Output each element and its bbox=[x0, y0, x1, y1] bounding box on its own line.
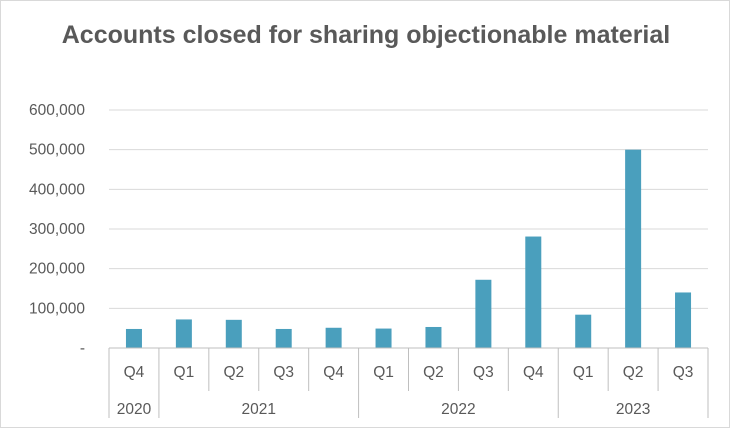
bar bbox=[675, 292, 692, 348]
bar bbox=[125, 328, 142, 348]
x-tick-label: Q2 bbox=[423, 364, 444, 381]
y-tick-label: 200,000 bbox=[29, 261, 85, 278]
x-tick-labels: Q4 Q1 Q2 Q3 Q4 Q1 Q2 Q3 Q4 Q1 Q2 Q3 2020 2021 2022 2023 bbox=[117, 364, 694, 418]
bar bbox=[375, 328, 392, 348]
y-tick-label: 100,000 bbox=[29, 300, 85, 317]
y-tick-label: 400,000 bbox=[29, 181, 85, 198]
x-tick-label: Q1 bbox=[174, 364, 195, 381]
x-tick-label: Q3 bbox=[273, 364, 294, 381]
gridlines bbox=[109, 109, 708, 309]
x-tick-label: Q1 bbox=[373, 364, 394, 381]
x-tick-label: Q1 bbox=[573, 364, 594, 381]
bar bbox=[225, 319, 242, 348]
bars bbox=[125, 149, 692, 348]
x-tick-label: Q4 bbox=[323, 364, 344, 381]
bar bbox=[575, 314, 592, 348]
x-tick-label: Q3 bbox=[673, 364, 694, 381]
year-label: 2021 bbox=[242, 401, 276, 418]
x-tick-label: Q2 bbox=[223, 364, 244, 381]
y-tick-label: 300,000 bbox=[29, 221, 85, 238]
y-tick-labels: - 100,000 200,000 300,000 400,000 500,000 600,… bbox=[29, 102, 85, 357]
x-tick-label: Q4 bbox=[523, 364, 544, 381]
year-label: 2023 bbox=[616, 401, 650, 418]
x-tick-label: Q3 bbox=[473, 364, 494, 381]
bar bbox=[625, 149, 642, 348]
bar bbox=[325, 327, 342, 348]
x-tick-label: Q2 bbox=[623, 364, 644, 381]
bar bbox=[425, 326, 442, 348]
bar bbox=[475, 279, 492, 348]
x-axis bbox=[108, 347, 709, 418]
year-label: 2022 bbox=[441, 401, 475, 418]
y-tick-label: - bbox=[80, 340, 85, 357]
chart-title: Accounts closed for sharing objectionabl… bbox=[61, 21, 671, 49]
bar bbox=[175, 319, 192, 348]
year-label: 2020 bbox=[117, 401, 152, 418]
y-tick-label: 500,000 bbox=[29, 142, 85, 159]
y-tick-label: 600,000 bbox=[29, 102, 85, 119]
x-tick-label: Q4 bbox=[124, 364, 145, 381]
bar bbox=[525, 236, 542, 348]
bar bbox=[275, 328, 292, 348]
